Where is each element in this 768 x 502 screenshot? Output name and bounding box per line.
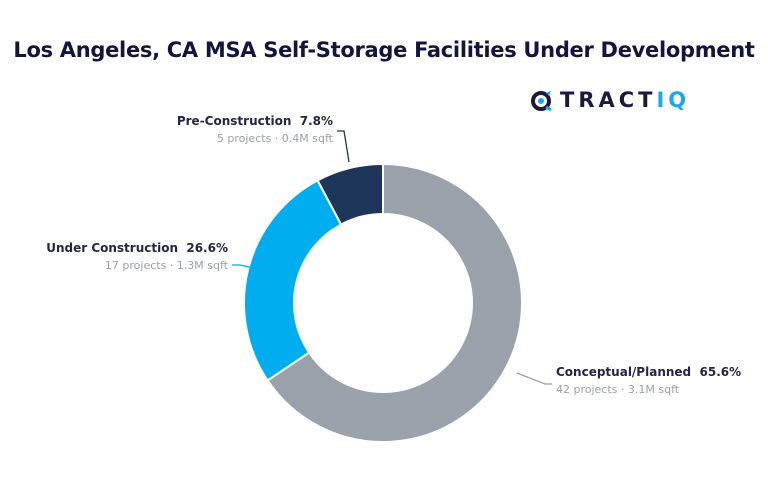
slice-under-construction — [243, 179, 343, 382]
label-under-construction: Under Construction 26.6% 17 projects · 1… — [20, 240, 228, 274]
tractiq-logo: TRACT IQ — [530, 88, 690, 112]
label-conceptual-planned: Conceptual/Planned 65.6% 42 projects · 3… — [556, 364, 741, 398]
leader-line-pre-construction — [337, 130, 350, 163]
leader-line-under-construction — [232, 264, 269, 272]
logo-text-iq: IQ — [656, 88, 691, 112]
slice-detail: 17 projects · 1.3M sqft — [104, 259, 228, 272]
slice-detail: 5 projects · 0.4M sqft — [216, 132, 333, 145]
leader-line-conceptual — [516, 372, 552, 385]
tractiq-logo-icon — [531, 91, 552, 112]
slice-pre-construction — [316, 162, 384, 226]
slice-percent: 7.8% — [299, 114, 333, 128]
slice-detail: 42 projects · 3.1M sqft — [556, 383, 680, 396]
slice-label: Pre-Construction — [176, 114, 292, 128]
slice-percent: 65.6% — [699, 365, 742, 379]
slice-conceptual-planned — [266, 162, 523, 443]
label-pre-construction: Pre-Construction 7.8% 5 projects · 0.4M … — [150, 113, 333, 147]
slice-label: Conceptual/Planned — [556, 365, 692, 379]
slice-percent: 26.6% — [186, 241, 228, 255]
slice-label: Under Construction — [46, 241, 178, 255]
chart-title: Los Angeles, CA MSA Self-Storage Facilit… — [13, 38, 755, 62]
logo-text-tract: TRACT — [560, 88, 657, 112]
